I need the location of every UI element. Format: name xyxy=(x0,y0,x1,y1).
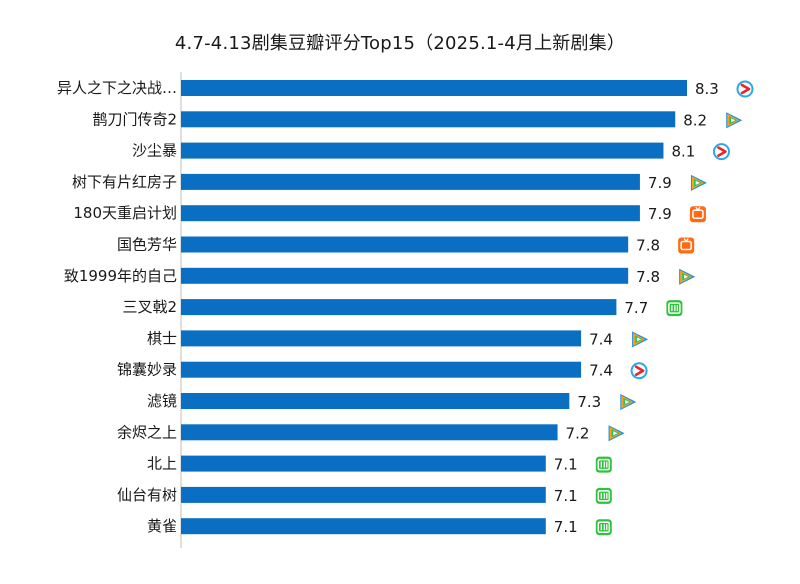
data-label: 7.3 xyxy=(577,393,601,411)
bar xyxy=(181,236,629,253)
category-label: 异人之下之决战… xyxy=(57,79,177,97)
bar xyxy=(181,111,676,128)
category-label: 棋士 xyxy=(147,329,177,347)
youku-icon xyxy=(736,80,754,98)
data-label: 7.8 xyxy=(636,237,660,255)
bar xyxy=(181,424,558,441)
youku-icon xyxy=(712,143,730,161)
data-label: 8.2 xyxy=(683,111,707,129)
category-label: 仙台有树 xyxy=(117,486,177,504)
iqiyi-icon xyxy=(595,487,612,504)
tencent-video-icon xyxy=(679,268,696,285)
tencent-video-icon xyxy=(726,112,743,129)
chart-title: 4.7-4.13剧集豆瓣评分Top15（2025.1-4月上新剧集） xyxy=(174,33,626,54)
data-label: 7.9 xyxy=(648,205,672,223)
category-label: 树下有片红房子 xyxy=(72,173,177,191)
bar xyxy=(181,330,582,347)
data-label: 7.1 xyxy=(554,518,578,536)
data-label: 7.7 xyxy=(624,299,648,317)
bar xyxy=(181,205,640,222)
iqiyi-icon xyxy=(666,300,683,317)
bar xyxy=(181,267,629,284)
data-label: 7.4 xyxy=(589,362,613,380)
data-label: 7.8 xyxy=(636,268,660,286)
iqiyi-icon xyxy=(595,519,612,536)
bar xyxy=(181,486,546,503)
category-label: 鹊刀门传奇2 xyxy=(92,110,177,128)
category-label: 180天重启计划 xyxy=(73,204,177,222)
category-label: 国色芳华 xyxy=(117,236,177,254)
category-label: 滤镜 xyxy=(147,392,177,410)
bar xyxy=(181,142,664,159)
category-label: 三叉戟2 xyxy=(122,298,177,316)
category-label: 致1999年的自己 xyxy=(64,267,177,285)
category-label: 锦囊妙录 xyxy=(117,361,177,379)
bar xyxy=(181,80,687,96)
tencent-video-icon xyxy=(690,174,707,191)
data-label: 7.1 xyxy=(554,456,578,474)
category-label: 黄雀 xyxy=(147,517,177,535)
category-label: 余烬之上 xyxy=(117,423,177,441)
bar xyxy=(181,361,582,378)
data-label: 7.4 xyxy=(589,330,613,348)
data-label: 7.2 xyxy=(566,424,590,442)
category-label: 北上 xyxy=(147,455,177,473)
data-label: 7.9 xyxy=(648,174,672,192)
data-label: 7.1 xyxy=(554,487,578,505)
category-label: 沙尘暴 xyxy=(132,142,177,160)
tencent-video-icon xyxy=(620,394,637,410)
bar xyxy=(181,299,617,316)
iqiyi-icon xyxy=(595,456,612,473)
bar xyxy=(181,173,640,190)
data-label: 8.3 xyxy=(695,80,719,98)
bar xyxy=(181,455,546,472)
bar xyxy=(181,518,546,535)
data-label: 8.1 xyxy=(671,143,695,161)
youku-icon xyxy=(630,362,648,380)
tencent-video-icon xyxy=(608,425,625,442)
bar xyxy=(181,393,570,409)
mango-tv-icon xyxy=(678,237,695,254)
mango-tv-icon xyxy=(689,206,706,223)
tencent-video-icon xyxy=(632,331,649,348)
